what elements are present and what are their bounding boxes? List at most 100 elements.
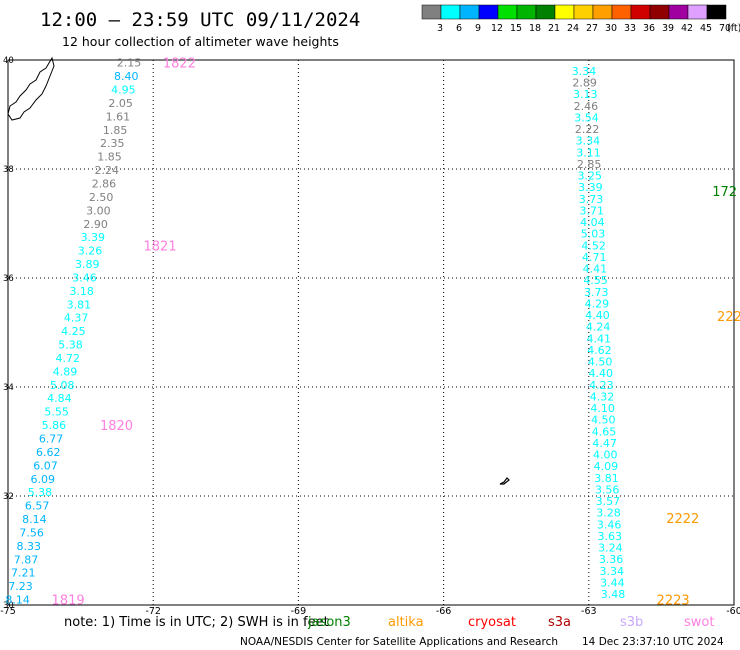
wave-height-point: 4.25 xyxy=(61,325,86,338)
scale-swatch xyxy=(706,4,727,20)
y-tick-label: 30 xyxy=(3,601,14,611)
satellite-legend: jason3 altika cryosat s3a s3b swot xyxy=(307,615,714,630)
wave-height-point: 4.23 xyxy=(589,379,614,392)
wave-height-point: 3.89 xyxy=(75,258,100,271)
scale-swatch xyxy=(459,4,480,20)
wave-height-point: 2.89 xyxy=(572,77,597,90)
scale-label: 9 xyxy=(475,23,481,34)
wave-height-point: 4.00 xyxy=(593,449,618,462)
pass-time-label: 1822 xyxy=(163,57,196,72)
wave-height-point: 3.24 xyxy=(598,542,623,555)
wave-height-point: 4.10 xyxy=(590,402,615,415)
scale-label: 24 xyxy=(567,23,579,34)
wave-height-point: 3.34 xyxy=(599,565,624,578)
scale-label: 18 xyxy=(529,23,541,34)
wave-height-point: 1.85 xyxy=(103,124,128,137)
scale-label: 42 xyxy=(681,23,693,34)
wave-height-point: 6.07 xyxy=(33,459,58,472)
wave-height-point: 6.09 xyxy=(30,473,55,486)
x-tick-label: -69 xyxy=(291,606,307,617)
wave-height-point: 4.32 xyxy=(590,390,615,403)
scale-swatch xyxy=(573,4,594,20)
wave-height-point: 4.24 xyxy=(586,321,611,334)
scale-swatch xyxy=(535,4,556,20)
wave-height-point: 2.50 xyxy=(89,191,114,204)
wave-height-point: 3.34 xyxy=(576,135,601,148)
wave-height-point: 3.26 xyxy=(78,245,103,258)
x-tick-label: -72 xyxy=(145,606,161,617)
y-tick-label: 40 xyxy=(3,56,14,66)
pass-time-label: 2223 xyxy=(657,594,690,609)
wave-height-point: 2.90 xyxy=(83,218,108,231)
pass-time-label: 1819 xyxy=(52,594,85,609)
satellite-legend-swot: swot xyxy=(684,615,714,630)
wave-height-point: 3.46 xyxy=(72,271,97,284)
wave-height-point: 5.55 xyxy=(44,406,69,419)
wave-height-point: 3.56 xyxy=(595,483,620,496)
scale-label: 12 xyxy=(491,23,503,34)
wave-height-point: 8.14 xyxy=(22,513,47,526)
scale-swatch xyxy=(592,4,613,20)
scale-label: 45 xyxy=(700,23,712,34)
wave-height-point: 4.47 xyxy=(592,437,617,450)
wave-height-point: 3.11 xyxy=(576,146,601,159)
wave-height-point: 7.23 xyxy=(8,580,33,593)
axis-tick-labels: -75 -72 -69 -66 -63 -60 40 38 36 34 32 30 xyxy=(0,56,740,617)
wave-height-point: 6.57 xyxy=(25,500,50,513)
chart-subtitle: 12 hour collection of altimeter wave hei… xyxy=(62,34,339,49)
wave-height-point: 4.41 xyxy=(583,263,608,276)
wave-height-point: 2.85 xyxy=(577,158,602,171)
y-tick-label: 38 xyxy=(3,165,14,175)
satellite-legend-altika: altika xyxy=(388,615,424,630)
scale-swatch xyxy=(611,4,632,20)
satellite-legend-jason3: jason3 xyxy=(307,615,351,630)
wave-height-point: 4.52 xyxy=(581,239,606,252)
wave-height-point: 5.03 xyxy=(581,228,606,241)
wave-height-point: 4.50 xyxy=(591,414,616,427)
wave-height-point: 3.44 xyxy=(600,576,625,589)
wave-height-point: 3.46 xyxy=(597,518,622,531)
scale-swatch xyxy=(478,4,499,20)
color-scale-legend: 3 6 9 12 15 18 21 24 27 30 33 36 39 42 45 70(ft) xyxy=(421,4,740,34)
wave-height-point: 4.71 xyxy=(582,251,607,264)
scale-swatch xyxy=(421,4,442,20)
wave-height-point: 2.35 xyxy=(100,137,125,150)
footer: note: 1) Time is in UTC; 2) SWH is in fe… xyxy=(64,615,724,648)
scale-swatch xyxy=(554,4,575,20)
pass-time-label: 222 xyxy=(717,310,740,325)
chart-title: 12:00 – 23:59 UTC 09/11/2024 xyxy=(40,9,360,31)
wave-height-point: 4.37 xyxy=(64,312,89,325)
wave-height-point: 3.57 xyxy=(596,495,621,508)
pass-time-label: 1820 xyxy=(100,419,133,434)
x-tick-label: -66 xyxy=(436,606,452,617)
plot-frame xyxy=(7,59,735,606)
wave-height-point: 2.24 xyxy=(94,164,119,177)
wave-height-point: 2.86 xyxy=(92,178,117,191)
scale-label: 6 xyxy=(456,23,462,34)
scale-swatch xyxy=(630,4,651,20)
wave-height-point: 1.85 xyxy=(97,151,122,164)
wave-height-point: 8.33 xyxy=(17,540,42,553)
wave-height-point: 4.89 xyxy=(53,365,78,378)
wave-height-point: 4.72 xyxy=(56,352,81,365)
x-tick-label: -75 xyxy=(0,606,16,617)
wave-height-point: 2.46 xyxy=(574,100,599,113)
scale-label: 33 xyxy=(624,23,636,34)
scale-label: 36 xyxy=(643,23,655,34)
wave-height-point: 4.55 xyxy=(583,274,608,287)
scale-label: 15 xyxy=(510,23,522,34)
wave-height-point: 4.41 xyxy=(587,332,612,345)
wave-height-point: 4.50 xyxy=(588,356,613,369)
wave-height-point: 7.21 xyxy=(11,567,36,580)
wave-height-point: 4.09 xyxy=(594,460,619,473)
wave-height-point: 3.13 xyxy=(573,88,598,101)
wave-height-point: 3.25 xyxy=(578,170,603,183)
wave-height-point: 3.00 xyxy=(86,204,111,217)
coastline xyxy=(7,56,510,485)
scale-swatch xyxy=(687,4,708,20)
scale-swatch xyxy=(516,4,537,20)
wave-height-point: 7.87 xyxy=(14,553,39,566)
wave-height-point: 3.36 xyxy=(599,553,624,566)
